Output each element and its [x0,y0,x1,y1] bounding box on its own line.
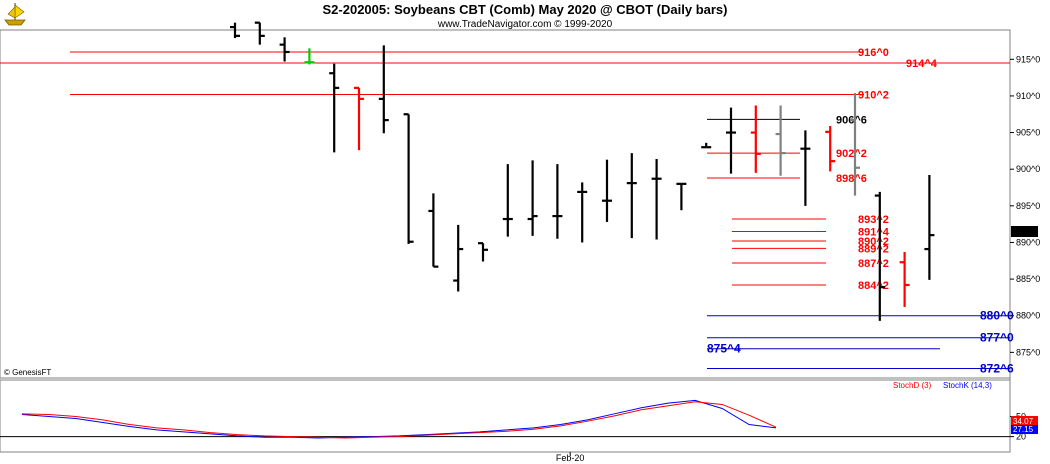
y-tick-label: 875^0 [1016,347,1040,357]
x-tick-label: Feb-20 [556,453,585,463]
ohlc-bar [874,191,885,321]
ohlc-bar [403,113,414,244]
stochd-legend: StochD (3) [893,381,932,390]
stochd-value-label: 34.07 [1013,417,1034,426]
last-price-label: 891^0 [1013,227,1037,237]
ohlc-bar [378,45,389,134]
level-label: 891^4 [858,226,890,238]
y-tick-label: 905^0 [1016,128,1040,138]
chart-title: S2-202005: Soybeans CBT (Comb) May 2020 … [323,2,728,17]
indicator-tick-label: 20 [1016,432,1026,442]
copyright-text: © GenesisFT [4,368,51,377]
price-axis-ticks: 915^0 910^0 905^0 900^0 895^0 890^0 885^0 880^0… [1010,54,1040,357]
stoch-value-markers: 34.07 27.15 [1011,416,1038,434]
price-panel [0,29,1011,379]
ohlc-bar [676,182,687,211]
ohlc-bar [775,105,786,176]
y-tick-label: 885^0 [1016,274,1040,284]
stochk-line [21,399,777,439]
level-label: 875^4 [707,342,741,356]
y-tick-label: 880^0 [1016,311,1040,321]
level-label: 877^0 [980,331,1014,345]
ohlc-bar [428,193,439,268]
navigator-logo-icon [4,3,26,26]
level-label: 887^2 [858,258,889,270]
chart-subtitle: www.TradeNavigator.com © 1999-2020 [437,19,613,30]
level-label: 902^2 [836,148,867,160]
ohlc-bar [230,22,240,39]
ohlc-bar [279,37,290,62]
ohlc-bar [899,251,910,307]
level-label: 890^2 [858,236,889,248]
ohlc-bar [750,105,761,173]
level-label: 889^2 [858,243,889,255]
price-bars [230,21,935,321]
ohlc-bar [651,158,662,240]
level-label: 893^2 [858,214,889,226]
ohlc-bar [726,107,736,174]
level-label: 914^4 [906,58,938,70]
ohlc-bar [453,224,464,292]
ohlc-bar [800,130,811,206]
level-label: 910^2 [858,89,889,101]
ohlc-bar [502,164,513,237]
stochk-value-label: 27.15 [1013,425,1034,434]
level-label: 884^2 [858,280,889,292]
ohlc-bar [850,93,860,196]
ohlc-bar [527,160,538,236]
ohlc-bar [354,86,364,151]
ohlc-bar [924,175,935,280]
y-tick-label: 900^0 [1016,164,1040,174]
ohlc-bar [552,164,563,239]
last-price-marker: 891^0 [1011,226,1038,237]
date-axis-ticks: Feb-20Mar-20 [556,452,585,463]
y-tick-label: 915^0 [1016,54,1040,64]
level-label: 880^0 [980,309,1014,323]
level-label: 872^6 [980,361,1014,375]
ohlc-bar [254,21,265,45]
ohlc-bar [577,182,588,243]
y-tick-label: 890^0 [1016,237,1040,247]
ohlc-bar [304,48,315,65]
indicator-panel [0,379,1011,453]
ohlc-bar [626,153,637,239]
ohlc-bar [701,142,712,149]
level-label: 898^6 [836,173,867,185]
level-label: 916^0 [858,47,889,59]
y-tick-label: 910^0 [1016,91,1040,101]
y-tick-label: 895^0 [1016,201,1040,211]
stochastic-lines [0,399,1010,439]
stochk-legend: StochK (14,3) [943,381,992,390]
ohlc-bar [478,242,488,262]
ohlc-bar [602,159,612,222]
stochd-line [21,401,777,439]
ohlc-bar [825,125,836,172]
ohlc-bar [329,63,340,153]
